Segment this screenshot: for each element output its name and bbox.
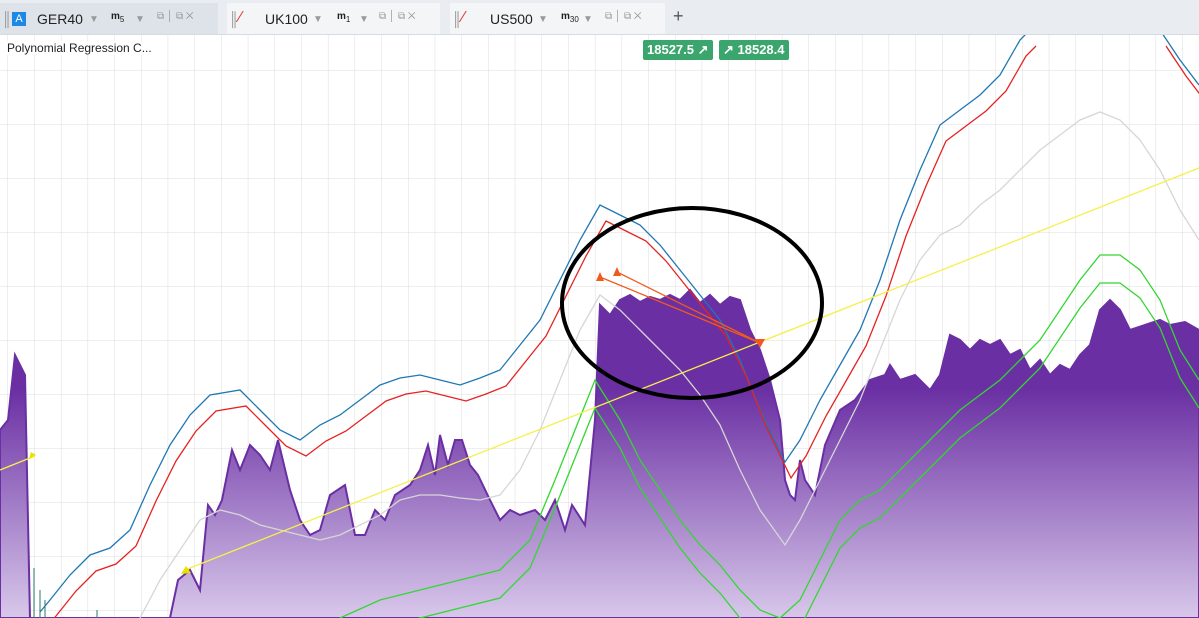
tf-period: 1 xyxy=(345,15,351,24)
tf-period: 30 xyxy=(569,15,579,24)
symbol: UK100 xyxy=(265,11,308,27)
signal-line xyxy=(599,271,761,344)
trend-line xyxy=(0,167,1199,571)
price-text: 18528.4 xyxy=(737,42,785,57)
add-tab[interactable]: + xyxy=(673,6,684,26)
tab-bar: ║ A GER40 ▼ m5 ▼ ⧉ │ ⧉ ✕ ║ ∕ UK100 ▼ m1 … xyxy=(0,0,1199,35)
indicator-label[interactable]: Polynomial Regression C... xyxy=(7,41,152,55)
mid-line xyxy=(139,111,1199,618)
tf-period: 5 xyxy=(119,15,125,24)
tab[interactable]: ║ ∕ US500 ▼ m30 ▼ ⧉ │ ⧉ ✕ xyxy=(450,3,665,34)
timeframe: m1 xyxy=(337,11,350,24)
timeframe: m30 xyxy=(561,11,579,24)
tf-label: m xyxy=(337,11,346,22)
volume-area xyxy=(0,288,1199,618)
highlight xyxy=(560,206,824,400)
timeframe: m5 xyxy=(111,11,124,24)
tab[interactable]: ║ ∕ UK100 ▼ m1 ▼ ⧉ │ ⧉ ✕ xyxy=(227,3,440,34)
tf-label: m xyxy=(561,11,570,22)
icon: A xyxy=(12,12,26,26)
symbol: US500 xyxy=(490,11,533,27)
tf-label: m xyxy=(111,11,120,22)
symbol: GER40 xyxy=(37,11,83,27)
bid-price[interactable]: 18527.5 ↗ xyxy=(643,40,713,60)
chart xyxy=(0,35,1199,618)
tick xyxy=(33,568,98,618)
ask-price[interactable]: ↗ 18528.4 xyxy=(719,40,789,60)
price-text: 18527.5 xyxy=(647,42,694,57)
tab[interactable]: ║ A GER40 ▼ m5 ▼ ⧉ │ ⧉ ✕ xyxy=(0,3,218,34)
